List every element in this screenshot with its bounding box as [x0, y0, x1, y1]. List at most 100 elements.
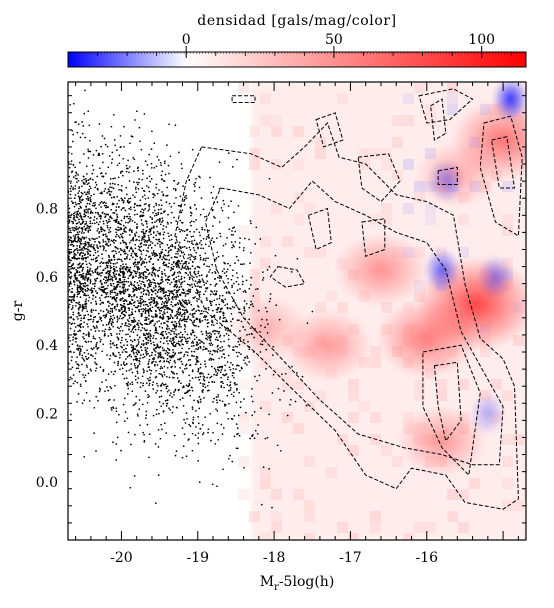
scatter-point [72, 176, 75, 178]
scatter-point [243, 359, 245, 362]
scatter-point [237, 340, 240, 343]
scatter-point [94, 238, 96, 240]
scatter-point [69, 227, 71, 230]
scatter-point [178, 358, 181, 360]
scatter-point [122, 306, 125, 308]
scatter-point [140, 239, 143, 241]
scatter-point [93, 244, 95, 246]
contour-line [437, 166, 458, 185]
scatter-point [150, 288, 153, 291]
scatter-point [71, 307, 74, 309]
scatter-point [179, 230, 182, 233]
scatter-point [155, 327, 157, 330]
scatter-point [107, 220, 110, 223]
scatter-point [158, 220, 161, 223]
scatter-point [77, 251, 79, 254]
scatter-point [80, 232, 83, 234]
scatter-point [75, 171, 77, 174]
heatmap-cell [348, 379, 359, 390]
scatter-point [197, 432, 200, 435]
scatter-point [113, 296, 116, 298]
scatter-point [181, 291, 183, 294]
scatter-point [119, 172, 122, 174]
scatter-point [105, 281, 108, 284]
scatter-point [108, 260, 111, 263]
heatmap-cell [502, 390, 513, 401]
scatter-point [145, 350, 148, 353]
scatter-point [168, 339, 171, 342]
scatter-point [211, 321, 214, 324]
scatter-point [82, 175, 85, 178]
contour-line [315, 112, 344, 148]
scatter-point [164, 254, 167, 257]
scatter-point [103, 137, 106, 140]
scatter-point [168, 407, 170, 410]
scatter-point [162, 315, 165, 318]
scatter-point [91, 164, 94, 167]
scatter-point [193, 399, 195, 402]
heatmap-coldspot [427, 159, 464, 204]
heatmap-cell [370, 511, 381, 522]
scatter-point [124, 411, 127, 413]
scatter-point [90, 328, 92, 331]
scatter-point [262, 466, 265, 468]
scatter-point [188, 374, 191, 377]
scatter-point [216, 401, 219, 404]
scatter-point [181, 265, 184, 267]
scatter-point [88, 269, 91, 272]
scatter-point [193, 190, 196, 192]
scatter-point [226, 307, 229, 310]
scatter-point [180, 340, 182, 343]
scatter-point [212, 324, 215, 327]
scatter-point [203, 215, 206, 218]
scatter-point [154, 194, 156, 197]
scatter-point [271, 506, 273, 509]
scatter-point [109, 315, 112, 318]
scatter-point [99, 318, 102, 320]
scatter-point [222, 317, 225, 319]
scatter-point [225, 271, 228, 273]
heatmap-cell [304, 533, 315, 540]
scatter-point [197, 266, 200, 268]
scatter-point [160, 303, 163, 306]
heatmap-cell [282, 236, 293, 247]
scatter-point [161, 374, 164, 377]
scatter-point [178, 288, 181, 291]
scatter-point [77, 174, 80, 176]
heatmap-cell [260, 478, 271, 489]
scatter-point [99, 366, 102, 368]
scatter-point [203, 228, 206, 231]
scatter-point [212, 349, 215, 352]
scatter-point [173, 289, 176, 291]
scatter-point [251, 333, 253, 335]
scatter-point [79, 323, 81, 326]
x-tick-label: -18 [263, 550, 286, 566]
scatter-point [178, 325, 180, 328]
scatter-point [141, 222, 143, 225]
scatter-point [142, 300, 145, 303]
scatter-point [122, 224, 125, 227]
scatter-point [191, 369, 194, 372]
scatter-point [186, 351, 189, 354]
scatter-point [87, 211, 90, 214]
scatter-point [154, 221, 156, 224]
scatter-point [284, 372, 287, 375]
scatter-point [174, 320, 176, 323]
scatter-point [200, 247, 202, 250]
scatter-point [175, 328, 177, 331]
scatter-point [141, 215, 144, 218]
scatter-point [153, 301, 156, 304]
scatter-point [116, 233, 118, 236]
x-tick-label: -20 [110, 550, 133, 566]
scatter-point [77, 318, 79, 320]
scatter-point [215, 399, 218, 401]
scatter-point [177, 352, 180, 354]
scatter-point [132, 239, 135, 242]
scatter-point [228, 366, 231, 369]
scatter-point [118, 351, 120, 354]
scatter-point [96, 267, 99, 270]
scatter-point [111, 303, 114, 305]
scatter-point [262, 271, 264, 273]
scatter-point [243, 307, 246, 310]
scatter-point [168, 262, 170, 265]
